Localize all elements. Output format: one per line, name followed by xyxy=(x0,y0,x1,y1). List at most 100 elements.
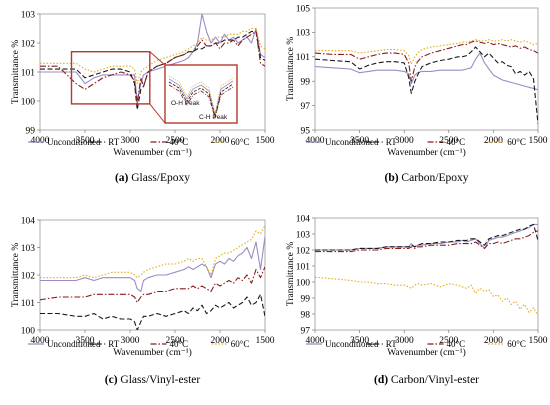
series-line-40c xyxy=(315,40,538,82)
legend-label: 40°C xyxy=(447,137,466,147)
y-tick-label: 99 xyxy=(301,294,311,304)
x-tick-label: 2500 xyxy=(166,136,185,146)
series-group xyxy=(40,225,265,330)
legend-label: RT xyxy=(386,137,397,147)
annotation-oh-peak: O-H Peak xyxy=(171,100,200,107)
x-axis-label: Wavenumber (cm⁻¹) xyxy=(113,347,192,358)
x-tick-label: 4000 xyxy=(306,136,325,146)
legend-label: Unconditioned xyxy=(47,137,101,147)
x-tick-label: 2000 xyxy=(484,136,503,146)
legend-label: 60°C xyxy=(231,339,250,349)
caption-text: Glass/Vinyl-ester xyxy=(118,374,201,386)
series-line-40c xyxy=(40,30,265,105)
y-tick-label: 102 xyxy=(21,271,36,281)
panel-caption: (d) Carbon/Vinyl-ester xyxy=(374,374,479,386)
y-tick-label: 103 xyxy=(21,244,36,254)
y-tick-label: 98 xyxy=(301,310,311,320)
series-line-rt xyxy=(315,46,538,124)
legend-label: 40°C xyxy=(170,339,189,349)
y-tick-label: 100 xyxy=(21,326,36,336)
legend-label: Unconditioned xyxy=(47,339,101,349)
legend-label: 60°C xyxy=(507,339,526,349)
x-tick-label: 2500 xyxy=(439,136,458,146)
x-tick-label: 1500 xyxy=(529,336,548,346)
x-tick-label: 3000 xyxy=(395,336,414,346)
y-tick-label: 103 xyxy=(296,230,311,240)
caption-letter: (c) xyxy=(105,374,118,386)
panel-caption: (c) Glass/Vinyl-ester xyxy=(105,374,201,386)
zoom-connector xyxy=(149,51,166,66)
y-tick-label: 101 xyxy=(296,262,311,272)
x-tick-label: 1500 xyxy=(529,136,548,146)
series-line-60c xyxy=(315,276,538,316)
x-tick-label: 2500 xyxy=(439,336,458,346)
y-tick-label: 97 xyxy=(301,102,311,112)
caption-text: Carbon/Epoxy xyxy=(399,172,469,184)
x-tick-label: 4000 xyxy=(31,136,50,146)
plot-area xyxy=(314,217,539,331)
caption-text: Glass/Epoxy xyxy=(128,172,190,184)
y-tick-label: 101 xyxy=(21,68,36,78)
y-tick-label: 99 xyxy=(301,78,311,88)
chart-panel-c: 100 101 102 103 104 4000 3500 3000 2500 2000 1500 W… xyxy=(11,216,275,386)
x-axis-label: Wavenumber (cm⁻¹) xyxy=(113,147,192,158)
caption-letter: (b) xyxy=(384,172,398,184)
y-tick-label: 101 xyxy=(296,53,311,63)
y-tick-label: 103 xyxy=(21,10,36,20)
y-axis-label: Transmittance % xyxy=(11,243,21,307)
x-tick-label: 1500 xyxy=(256,136,275,146)
series-line-rt xyxy=(40,30,265,111)
x-tick-label: 2000 xyxy=(211,136,230,146)
x-tick-label: 2500 xyxy=(166,336,185,346)
y-tick-label: 105 xyxy=(296,4,311,14)
y-tick-label: 104 xyxy=(296,214,311,224)
chart-panel-b: 95 97 99 101 103 105 4000 3500 3000 2500 2000 1500 W… xyxy=(286,4,548,184)
plot-area xyxy=(314,7,539,131)
series-line-unconditioned xyxy=(315,52,538,91)
x-tick-label: 1500 xyxy=(256,336,275,346)
series-line-40c xyxy=(40,266,265,304)
y-tick-label: 103 xyxy=(296,29,311,39)
zoom-inset-line xyxy=(168,75,234,114)
y-tick-label: 95 xyxy=(301,126,311,136)
y-axis-label: Transmittance % xyxy=(286,37,296,101)
series-line-unconditioned xyxy=(315,223,538,251)
zoom-connector xyxy=(149,103,166,124)
plot-area xyxy=(39,219,266,331)
legend-label: 40°C xyxy=(170,137,189,147)
y-tick-label: 102 xyxy=(21,39,36,49)
series-group xyxy=(315,39,538,124)
zoom-inset-line xyxy=(168,84,234,120)
x-tick-label: 3000 xyxy=(121,136,140,146)
x-tick-label: 3000 xyxy=(121,336,140,346)
x-tick-label: 4000 xyxy=(306,336,325,346)
legend-label: 60°C xyxy=(231,137,250,147)
legend-label: Unconditioned xyxy=(325,339,379,349)
x-axis-label: Wavenumber (cm⁻¹) xyxy=(387,347,466,358)
zoom-inset-box xyxy=(164,64,238,124)
panel-caption: (a) Glass/Epoxy xyxy=(115,172,190,184)
annotation-ch-peak: C-H Peak xyxy=(199,114,228,121)
zoom-inset-curves xyxy=(168,75,234,120)
series-line-unconditioned xyxy=(40,236,265,293)
legend-label: 40°C xyxy=(447,339,466,349)
legend-label: RT xyxy=(386,339,397,349)
legend-label: RT xyxy=(108,137,119,147)
series-line-rt xyxy=(315,223,538,251)
x-tick-label: 3500 xyxy=(350,136,369,146)
x-tick-label: 3500 xyxy=(350,336,369,346)
zoom-region-box xyxy=(70,51,151,105)
series-group xyxy=(315,223,538,316)
y-tick-label: 99 xyxy=(26,126,36,136)
chart-panel-a: 99 100 101 102 103 4000 3500 3000 2500 2000 1500 Wa… xyxy=(11,10,275,184)
caption-letter: (a) xyxy=(115,172,129,184)
x-tick-label: 3000 xyxy=(395,136,414,146)
x-tick-label: 2000 xyxy=(211,336,230,346)
x-tick-label: 3500 xyxy=(76,136,95,146)
caption-letter: (d) xyxy=(374,374,388,386)
y-tick-label: 100 xyxy=(21,97,36,107)
x-tick-label: 3500 xyxy=(76,336,95,346)
zoom-inset-line xyxy=(168,78,234,116)
series-line-60c xyxy=(315,39,538,65)
